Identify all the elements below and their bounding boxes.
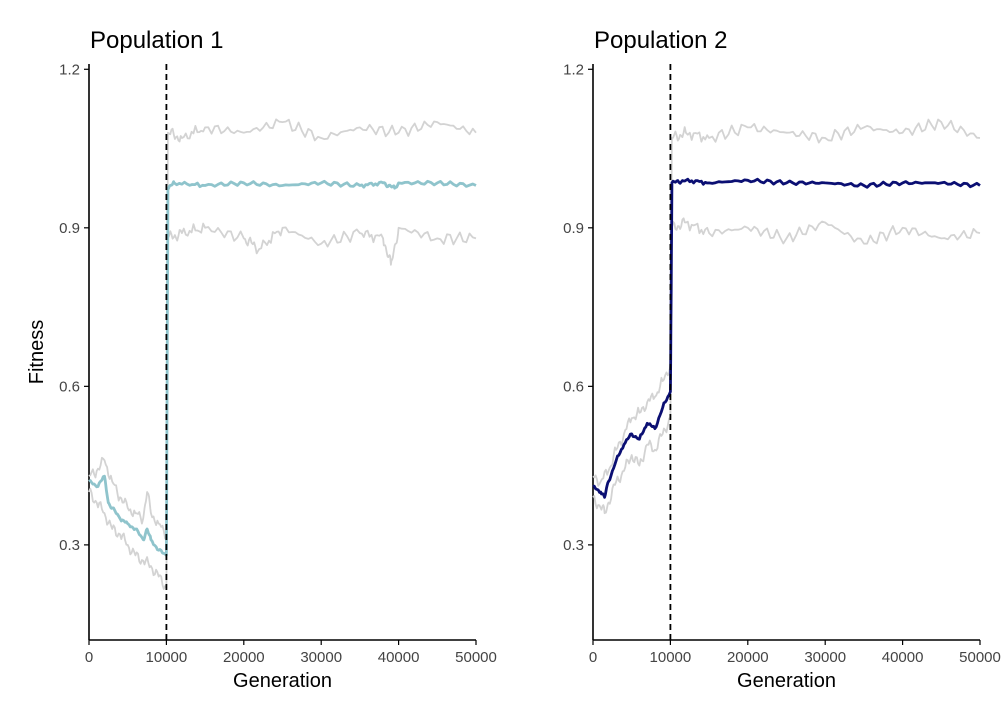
x-tick-label: 30000 (804, 649, 846, 666)
y-tick-label: 0.9 (59, 220, 80, 237)
x-tick-label: 40000 (378, 649, 420, 666)
x-axis-label-1: Generation (233, 670, 332, 692)
y-tick-label: 0.6 (563, 378, 584, 395)
x-tick-label: 40000 (882, 649, 924, 666)
y-axis-label-1: Fitness (26, 320, 48, 384)
x-tick-label: 20000 (727, 649, 769, 666)
series-line-mean (88, 179, 477, 557)
x-tick-label: 20000 (223, 649, 265, 666)
x-axis-label-2: Generation (737, 670, 836, 692)
x-tick-label: 0 (589, 649, 597, 666)
x-tick-label: 10000 (146, 649, 188, 666)
y-tick-label: 0.3 (59, 537, 80, 554)
y-tick-label: 0.3 (563, 537, 584, 554)
x-tick-label: 50000 (455, 649, 497, 666)
chart-title-1: Population 1 (90, 27, 223, 54)
y-tick-label: 1.2 (563, 61, 584, 78)
x-tick-label: 10000 (650, 649, 692, 666)
series-line-lower (88, 222, 477, 590)
y-tick-label: 0.9 (563, 220, 584, 237)
series-line-upper (88, 118, 477, 540)
y-tick-label: 1.2 (59, 61, 80, 78)
series-line-upper (592, 118, 981, 487)
y-tick-label: 0.6 (59, 378, 80, 395)
series-line-mean (592, 177, 981, 499)
x-tick-label: 0 (85, 649, 93, 666)
x-tick-label: 30000 (300, 649, 342, 666)
x-tick-label: 50000 (959, 649, 1001, 666)
series-line-lower (592, 217, 981, 515)
chart-title-2: Population 2 (594, 27, 727, 54)
